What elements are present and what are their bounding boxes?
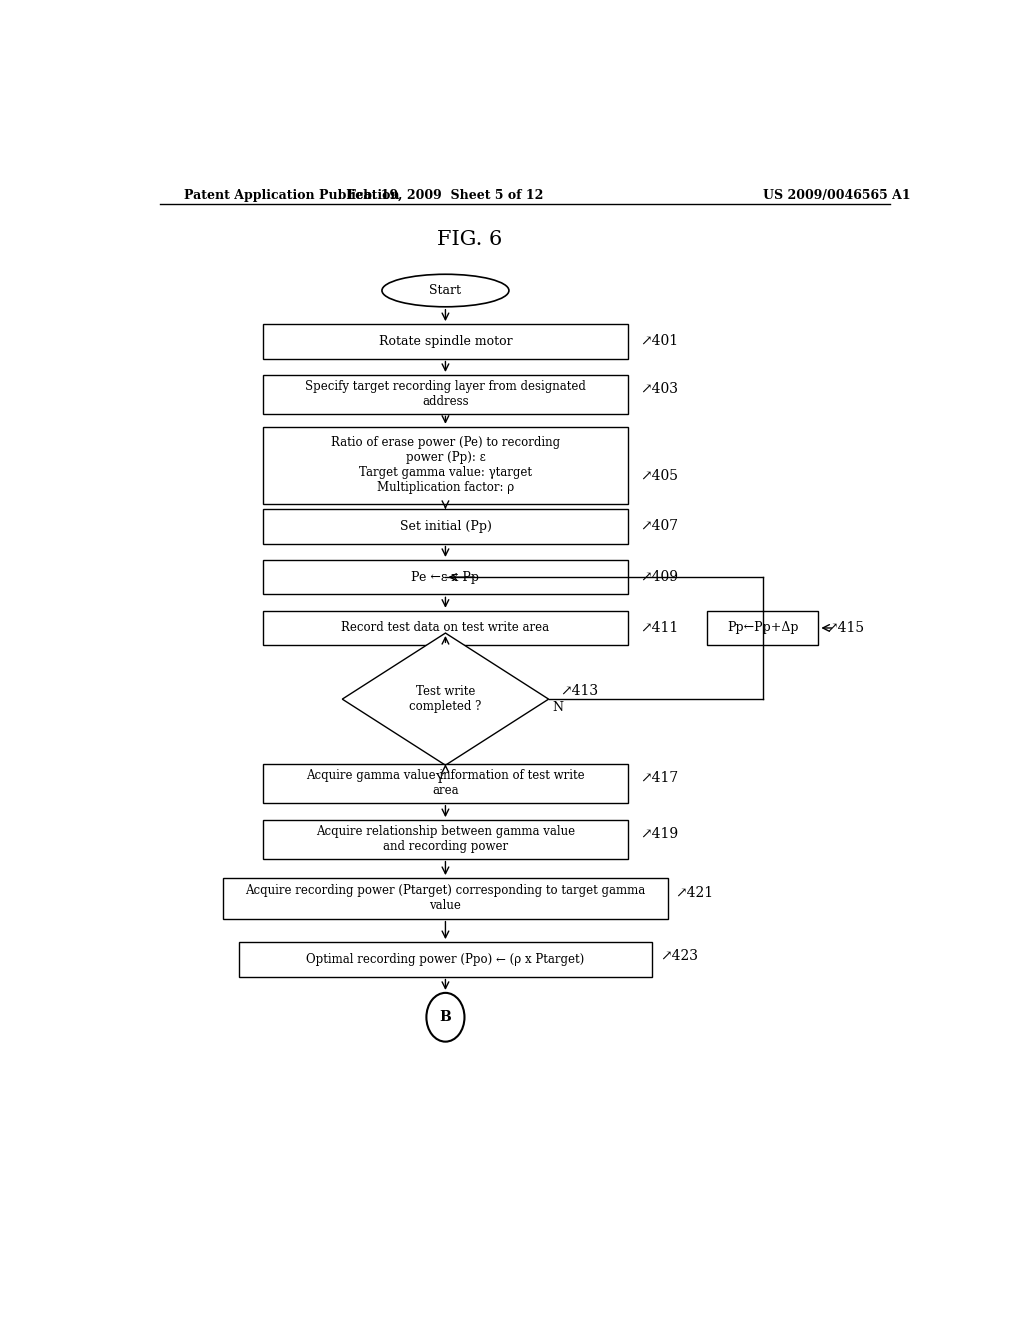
Bar	[263, 510, 628, 544]
Text: Acquire gamma value information of test write
area: Acquire gamma value information of test …	[306, 770, 585, 797]
Text: N: N	[553, 701, 563, 714]
Text: Start: Start	[429, 284, 462, 297]
Bar	[263, 375, 628, 413]
Polygon shape	[342, 634, 549, 766]
Text: Optimal recording power (Ppo) ← (ρ x Ptarget): Optimal recording power (Ppo) ← (ρ x Pta…	[306, 953, 585, 966]
Text: ↗419: ↗419	[640, 828, 678, 841]
Bar	[708, 611, 818, 645]
Text: ↗421: ↗421	[676, 886, 714, 900]
Text: Rotate spindle motor: Rotate spindle motor	[379, 335, 512, 348]
Text: ↗409: ↗409	[640, 570, 678, 585]
Text: Specify target recording layer from designated
address: Specify target recording layer from desi…	[305, 380, 586, 408]
Text: ↗413: ↗413	[560, 684, 599, 698]
Bar	[263, 820, 628, 859]
Text: Record test data on test write area: Record test data on test write area	[341, 622, 550, 635]
Text: Feb. 19, 2009  Sheet 5 of 12: Feb. 19, 2009 Sheet 5 of 12	[347, 189, 544, 202]
Text: ↗415: ↗415	[826, 620, 864, 635]
Text: Test write
completed ?: Test write completed ?	[410, 685, 481, 713]
Text: Ratio of erase power (Pe) to recording
power (Pp): ε
Target gamma value: γtarget: Ratio of erase power (Pe) to recording p…	[331, 437, 560, 495]
Text: Y: Y	[435, 774, 443, 787]
Text: ↗401: ↗401	[640, 334, 678, 348]
Text: Pe ←ε x Pp: Pe ←ε x Pp	[412, 570, 479, 583]
Bar	[240, 942, 652, 977]
Ellipse shape	[382, 275, 509, 306]
Text: ↗407: ↗407	[640, 519, 678, 533]
Bar	[263, 560, 628, 594]
Text: ↗423: ↗423	[659, 949, 697, 964]
Text: Set initial (Pp): Set initial (Pp)	[399, 520, 492, 533]
Text: Patent Application Publication: Patent Application Publication	[183, 189, 399, 202]
Text: B: B	[439, 1010, 452, 1024]
Bar	[263, 611, 628, 645]
Bar	[223, 878, 668, 919]
Text: Acquire relationship between gamma value
and recording power: Acquire relationship between gamma value…	[315, 825, 575, 854]
Text: ↗405: ↗405	[640, 469, 678, 483]
Bar	[263, 325, 628, 359]
Text: ↗411: ↗411	[640, 620, 678, 635]
Circle shape	[426, 993, 465, 1041]
Text: ↗417: ↗417	[640, 771, 678, 785]
Text: ↗403: ↗403	[640, 381, 678, 396]
Text: US 2009/0046565 A1: US 2009/0046565 A1	[763, 189, 910, 202]
Bar	[263, 426, 628, 504]
Bar	[263, 764, 628, 803]
Text: FIG. 6: FIG. 6	[436, 230, 502, 249]
Text: Pp←Pp+Δp: Pp←Pp+Δp	[727, 622, 799, 635]
Text: Acquire recording power (Ptarget) corresponding to target gamma
value: Acquire recording power (Ptarget) corres…	[246, 884, 645, 912]
